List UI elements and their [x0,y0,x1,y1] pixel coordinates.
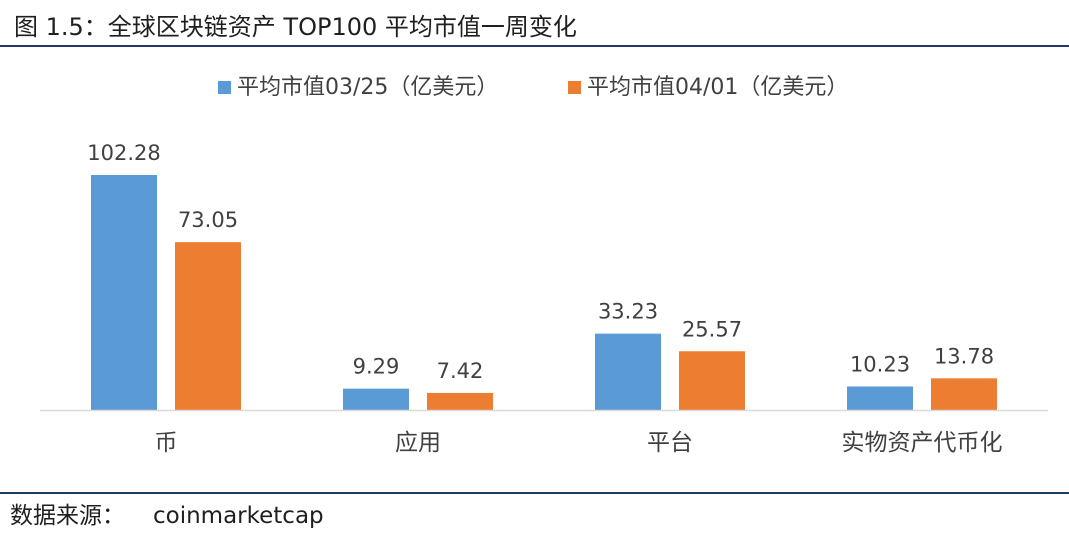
legend-swatch-1 [218,81,231,94]
x-tick-label-2: 应用 [395,430,441,456]
source-value: coinmarketcap [153,503,324,529]
title-rule [0,45,1069,47]
x-axis-tick-labels: 币 应用 平台 实物资产代币化 [155,430,1003,456]
data-label-2-1: 73.05 [178,208,238,232]
bar-2-4 [931,378,997,410]
bar-1-4 [847,386,913,410]
bar-chart: 平均市值03/25（亿美元） 平均市值04/01（亿美元） 102.28 73.05… [40,75,1048,456]
data-label-1-4: 10.23 [850,352,910,376]
data-label-2-2: 7.42 [437,359,484,383]
data-label-1-1: 102.28 [87,141,160,165]
legend-label-2: 平均市值04/01（亿美元） [587,75,848,100]
source-rule [0,492,1069,494]
legend-swatch-2 [568,81,581,94]
bar-2-3 [679,351,745,410]
figure-title: 图 1.5：全球区块链资产 TOP100 平均市值一周变化 [14,13,577,41]
legend-label-1: 平均市值03/25（亿美元） [237,75,498,100]
data-label-2-4: 13.78 [934,344,994,368]
x-tick-label-4: 实物资产代币化 [842,430,1003,456]
data-label-1-2: 9.29 [353,355,400,379]
source-label: 数据来源： [10,503,125,529]
bar-1-3 [595,333,661,410]
bar-1-2 [343,388,409,410]
data-label-1-3: 33.23 [598,300,658,324]
bar-1-1 [91,175,157,410]
bar-2-1 [175,242,241,410]
chart-legend: 平均市值03/25（亿美元） 平均市值04/01（亿美元） [218,75,848,100]
x-tick-label-1: 币 [155,430,178,456]
chart-bars: 102.28 73.05 9.29 7.42 33.23 25.57 10.23 13.78 [87,141,997,410]
data-label-2-3: 25.57 [682,317,742,341]
x-tick-label-3: 平台 [647,430,693,456]
bar-2-2 [427,392,493,410]
source-note: 数据来源： coinmarketcap [10,501,324,531]
